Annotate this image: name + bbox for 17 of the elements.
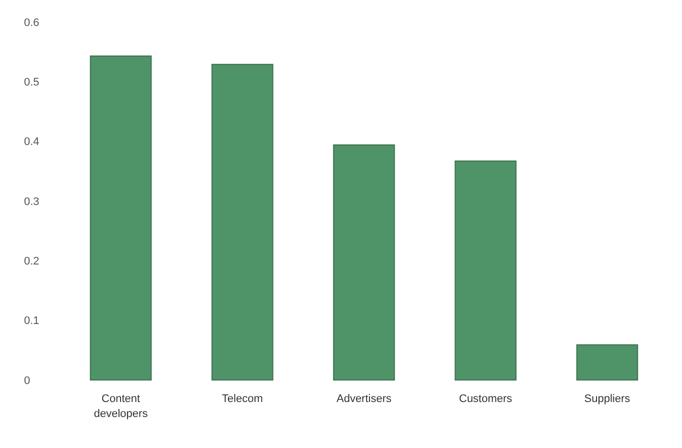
bar [90, 56, 152, 380]
x-tick-label: Content developers [94, 393, 148, 420]
bar [212, 64, 274, 380]
y-tick-label: 0.1 [24, 315, 40, 328]
y-tick-label: 0 [24, 374, 30, 387]
y-tick-label: 0.6 [24, 16, 40, 29]
y-tick-label: 0.3 [24, 196, 40, 208]
x-tick-label: Telecom [222, 393, 263, 405]
bar [333, 144, 395, 380]
x-tick-label: Customers [459, 393, 513, 405]
x-tick-label: Advertisers [336, 393, 392, 405]
bar [576, 344, 638, 380]
y-tick-label: 0.5 [24, 76, 40, 89]
y-tick-label: 0.2 [24, 256, 40, 268]
bar [454, 160, 516, 380]
y-tick-label: 0.4 [24, 136, 40, 148]
x-tick-label: Suppliers [584, 393, 631, 405]
